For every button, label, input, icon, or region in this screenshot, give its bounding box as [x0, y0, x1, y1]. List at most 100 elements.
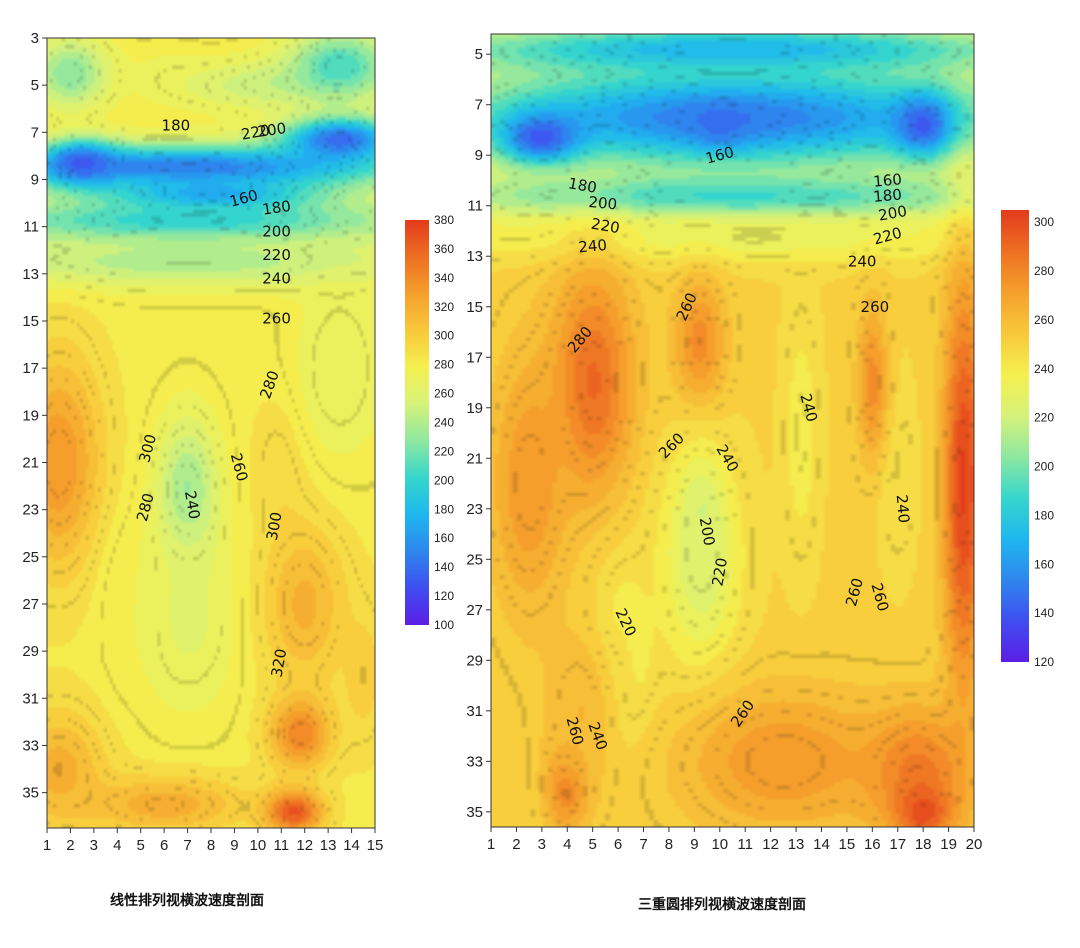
x-tick-label: 3: [90, 837, 98, 854]
colorbar-tick-label: 240: [1034, 362, 1054, 376]
y-tick-label: 17: [22, 360, 39, 377]
left-velocity-profile: 1 2 3 4 5 6 7 8 9 10 11 12 13 14 153579111315171921232…: [22, 30, 454, 854]
colorbar-tick-label: 180: [434, 502, 454, 516]
y-tick-label: 5: [31, 77, 39, 94]
x-tick-label: 17: [889, 836, 906, 853]
y-tick-label: 29: [22, 643, 39, 660]
contour-label: 200: [256, 119, 287, 141]
x-tick-label: 16: [864, 836, 881, 853]
contour-label: 300: [263, 510, 286, 541]
colorbar-tick-label: 360: [434, 242, 454, 256]
plot-frame: [490, 33, 975, 828]
right-velocity-profile: 1 2 3 4 5 6 7 8 9 10 11 12 13 14 15 16 17 18 19 20579111315…: [466, 33, 1054, 853]
contour-label: 240: [578, 236, 608, 256]
contour-label: 260: [262, 310, 291, 328]
contour-label: 220: [708, 556, 731, 587]
x-tick-label: 12: [762, 836, 779, 853]
contour-label: 200: [588, 193, 618, 213]
x-tick-label: 9: [230, 837, 238, 854]
y-tick-label: 33: [466, 753, 483, 770]
contour-label: 240: [893, 494, 913, 524]
colorbar-tick-label: 380: [434, 213, 454, 227]
caption-right: 三重圆排列视横波速度剖面: [638, 897, 806, 913]
x-tick-label: 14: [343, 837, 360, 854]
y-tick-label: 11: [23, 219, 39, 236]
contour-label: 200: [262, 222, 291, 240]
y-tick-label: 19: [466, 400, 483, 417]
colorbar-tick-label: 140: [1034, 606, 1054, 620]
x-tick-label: 1: [43, 837, 51, 854]
y-tick-label: 29: [466, 652, 483, 669]
y-tick-label: 7: [475, 97, 483, 114]
y-tick-label: 23: [22, 502, 39, 519]
contour-label: 240: [262, 270, 291, 288]
x-tick-label: 1: [487, 836, 495, 853]
contour-field-image: [491, 34, 974, 827]
y-tick-label: 35: [466, 804, 483, 821]
x-tick-label: 14: [813, 836, 830, 853]
y-tick-label: 15: [22, 313, 39, 330]
x-tick-label: 19: [940, 836, 957, 853]
x-tick-label: 15: [367, 837, 384, 854]
y-tick-label: 9: [475, 147, 483, 164]
x-tick-label: 6: [160, 837, 168, 854]
y-tick-label: 27: [466, 602, 483, 619]
colorbar-tick-label: 200: [434, 473, 454, 487]
colorbar-tick-label: 220: [1034, 411, 1054, 425]
x-tick-label: 7: [639, 836, 647, 853]
contour-label: 180: [162, 116, 191, 134]
x-tick-label: 3: [538, 836, 546, 853]
y-tick-label: 21: [22, 454, 39, 471]
colorbar-tick-label: 120: [434, 589, 454, 603]
y-tick-label: 31: [466, 703, 483, 720]
y-tick-label: 25: [466, 551, 483, 568]
contour-label: 240: [848, 252, 877, 270]
x-tick-label: 18: [915, 836, 932, 853]
contour-label: 320: [268, 647, 291, 678]
y-tick-label: 35: [22, 785, 39, 802]
contour-label: 180: [261, 197, 292, 219]
colorbar-tick-label: 120: [1034, 655, 1054, 669]
colorbar-tick-label: 140: [434, 560, 454, 574]
caption-left: 线性排列视横波速度剖面: [110, 893, 264, 909]
y-tick-label: 11: [467, 198, 483, 215]
colorbar-tick-label: 340: [434, 271, 454, 285]
y-tick-label: 5: [475, 46, 483, 63]
colorbar-tick-label: 100: [434, 618, 454, 632]
x-tick-label: 11: [737, 836, 753, 853]
y-tick-label: 27: [22, 596, 39, 613]
x-tick-label: 2: [512, 836, 520, 853]
contour-label: 160: [873, 170, 903, 190]
contour-label: 220: [262, 246, 291, 264]
y-tick-label: 25: [22, 549, 39, 566]
x-tick-label: 11: [273, 837, 289, 854]
y-tick-label: 7: [31, 124, 39, 141]
contour-label: 260: [861, 298, 890, 316]
y-tick-label: 3: [31, 30, 39, 47]
x-tick-label: 6: [614, 836, 622, 853]
colorbar-tick-label: 160: [434, 531, 454, 545]
colorbar-tick-label: 160: [1034, 557, 1054, 571]
y-tick-label: 9: [31, 171, 39, 188]
colorbar-tick-label: 260: [434, 387, 454, 401]
colorbar-tick-label: 280: [1034, 264, 1054, 278]
colorbar-tick-label: 300: [434, 329, 454, 343]
x-tick-label: 10: [711, 836, 728, 853]
colorbar-tick-label: 240: [434, 416, 454, 430]
colorbar: [405, 220, 429, 625]
y-tick-label: 19: [22, 407, 39, 424]
colorbar-tick-label: 300: [1034, 215, 1054, 229]
y-tick-label: 21: [466, 450, 483, 467]
contour-label: 240: [181, 489, 204, 520]
x-tick-label: 8: [665, 836, 673, 853]
y-tick-label: 23: [466, 501, 483, 518]
x-tick-label: 20: [966, 836, 983, 853]
colorbar-tick-label: 220: [434, 444, 454, 458]
x-tick-label: 5: [137, 837, 145, 854]
contour-label: 180: [567, 174, 598, 197]
colorbar-tick-label: 260: [1034, 313, 1054, 327]
y-tick-label: 13: [466, 248, 483, 265]
colorbar-tick-label: 200: [1034, 460, 1054, 474]
contour-label: 200: [877, 202, 908, 225]
